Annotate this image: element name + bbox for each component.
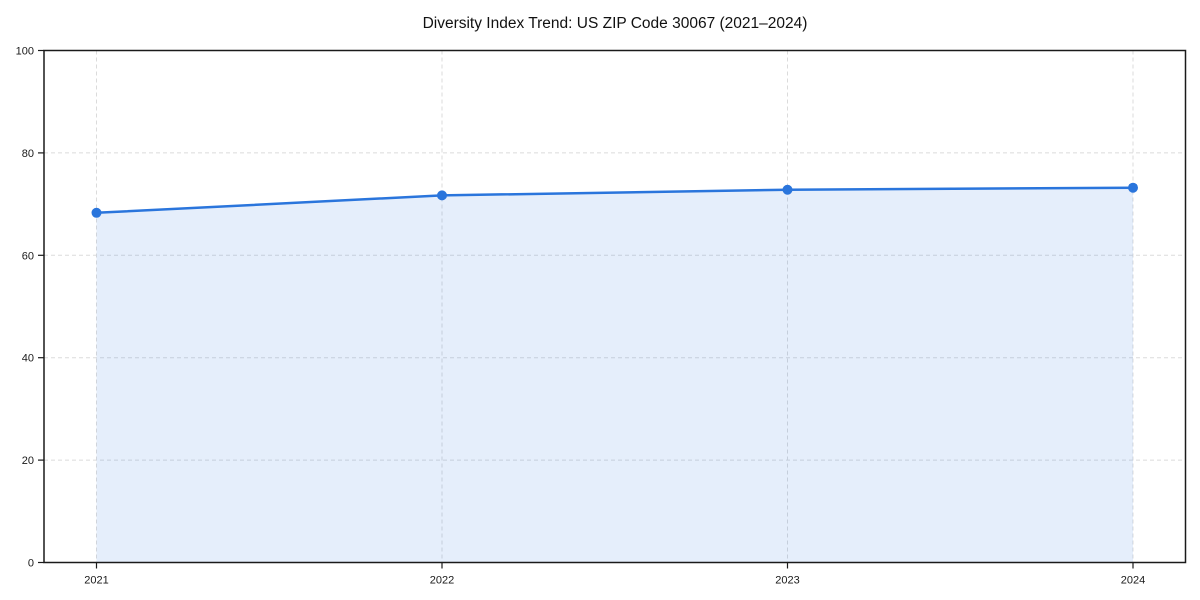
x-tick-label: 2023 <box>775 575 799 587</box>
data-point-2023 <box>782 184 793 195</box>
trend-line <box>95 186 1135 215</box>
plot-border <box>43 49 1187 564</box>
y-tick-label: 40 <box>22 353 34 365</box>
y-tick-label: 20 <box>22 455 34 467</box>
y-tick-label: 60 <box>22 250 34 262</box>
x-tick-label: 2021 <box>84 575 108 587</box>
y-tick-label: 0 <box>28 558 34 570</box>
data-point-2024 <box>1128 182 1138 193</box>
data-point-2022 <box>437 190 447 201</box>
area-fill <box>96 187 1133 563</box>
x-tick-label: 2024 <box>1121 575 1145 587</box>
x-tick-label: 2022 <box>430 575 454 587</box>
y-tick-label: 80 <box>22 148 34 160</box>
data-point-2021 <box>91 207 102 218</box>
y-tick-label: 100 <box>16 46 34 58</box>
chart-title: Diversity Index Trend: US ZIP Code 30067… <box>423 15 808 32</box>
